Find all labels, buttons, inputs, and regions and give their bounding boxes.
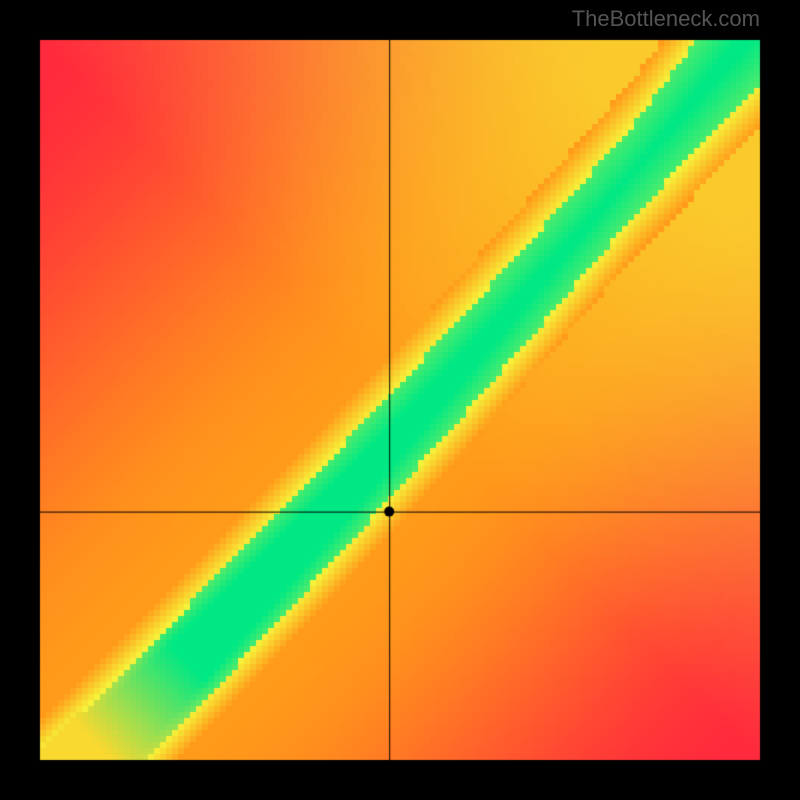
- bottleneck-heatmap: [0, 0, 800, 800]
- watermark-text: TheBottleneck.com: [572, 6, 760, 32]
